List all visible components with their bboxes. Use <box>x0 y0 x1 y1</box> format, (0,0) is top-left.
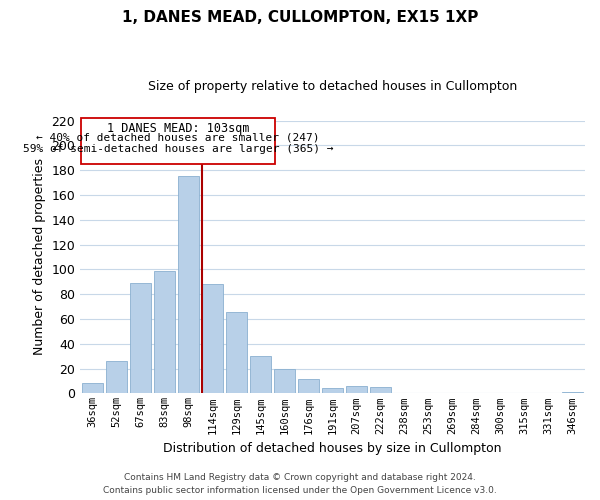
Bar <box>226 312 247 394</box>
Y-axis label: Number of detached properties: Number of detached properties <box>33 158 46 356</box>
Bar <box>346 386 367 394</box>
FancyBboxPatch shape <box>81 118 275 164</box>
Bar <box>82 384 103 394</box>
Bar <box>562 392 583 394</box>
Bar <box>298 378 319 394</box>
Text: 1, DANES MEAD, CULLOMPTON, EX15 1XP: 1, DANES MEAD, CULLOMPTON, EX15 1XP <box>122 10 478 25</box>
Bar <box>322 388 343 394</box>
X-axis label: Distribution of detached houses by size in Cullompton: Distribution of detached houses by size … <box>163 442 502 455</box>
Bar <box>130 283 151 394</box>
Bar <box>250 356 271 394</box>
Bar <box>106 361 127 394</box>
Text: 1 DANES MEAD: 103sqm: 1 DANES MEAD: 103sqm <box>107 122 249 135</box>
Text: ← 40% of detached houses are smaller (247): ← 40% of detached houses are smaller (24… <box>36 133 320 143</box>
Text: 59% of semi-detached houses are larger (365) →: 59% of semi-detached houses are larger (… <box>23 144 333 154</box>
Bar <box>274 368 295 394</box>
Title: Size of property relative to detached houses in Cullompton: Size of property relative to detached ho… <box>148 80 517 93</box>
Bar <box>370 387 391 394</box>
Bar <box>154 270 175 394</box>
Text: Contains HM Land Registry data © Crown copyright and database right 2024.
Contai: Contains HM Land Registry data © Crown c… <box>103 474 497 495</box>
Bar <box>202 284 223 394</box>
Bar <box>178 176 199 394</box>
